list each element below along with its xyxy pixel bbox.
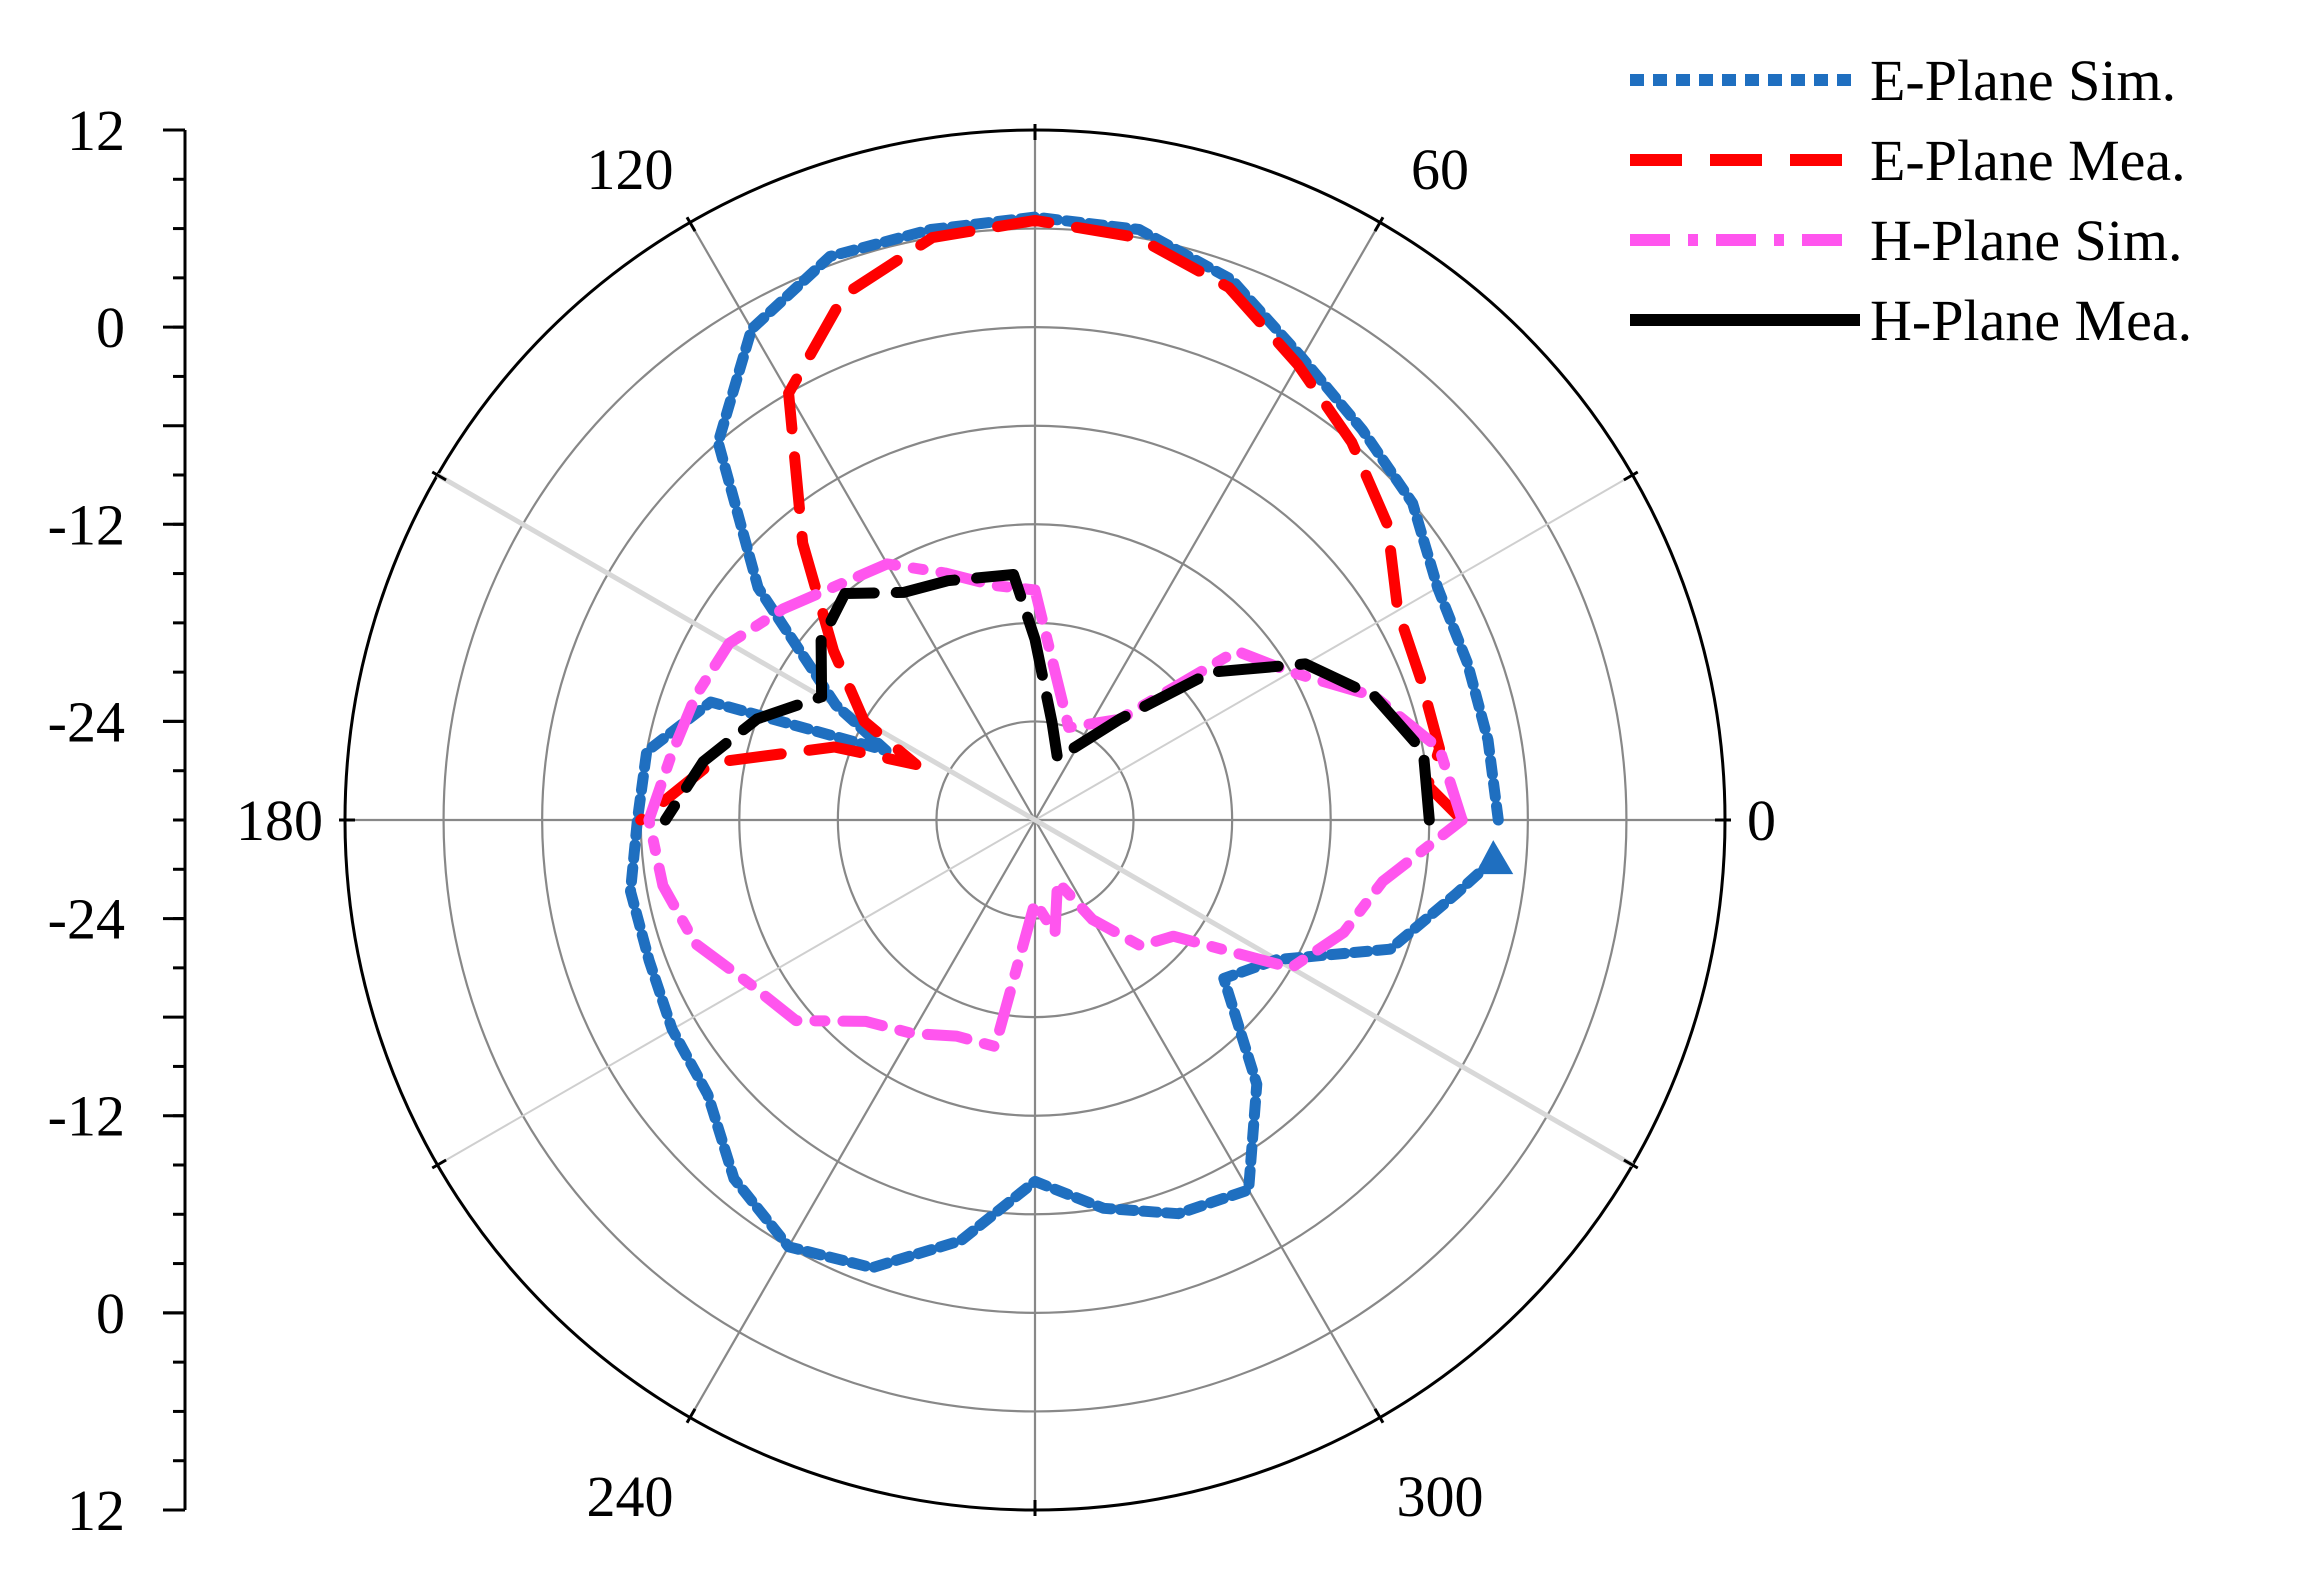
series-line-3 bbox=[643, 558, 1468, 1052]
spoke-120 bbox=[689, 221, 1036, 821]
radial-tick-label: -24 bbox=[48, 887, 125, 952]
series-lines bbox=[625, 211, 1514, 1274]
angle-label-60: 60 bbox=[1411, 137, 1469, 202]
legend-label-1: E-Plane Sim. bbox=[1870, 48, 2176, 113]
radial-tick-label: 12 bbox=[67, 1478, 125, 1543]
radial-tick-label: 0 bbox=[96, 1281, 125, 1346]
spoke-60 bbox=[1034, 221, 1381, 821]
highlight-diagonal bbox=[436, 472, 1634, 1168]
radial-tick-label: -12 bbox=[48, 492, 125, 557]
outer-tick bbox=[685, 216, 697, 232]
outer-tick bbox=[1373, 1408, 1385, 1424]
outer-tick bbox=[431, 1158, 447, 1170]
spoke-240 bbox=[689, 819, 1036, 1419]
legend-label-2: E-Plane Mea. bbox=[1870, 128, 2186, 193]
outer-tick bbox=[431, 470, 447, 482]
outer-tick bbox=[685, 1408, 697, 1424]
angle-label-180: 180 bbox=[236, 788, 323, 853]
angle-axis-labels: 0 60 120 180 240 300 bbox=[236, 137, 1776, 1529]
angle-label-0: 0 bbox=[1747, 788, 1776, 853]
spoke-210 bbox=[436, 819, 1036, 1166]
series-line-2 bbox=[635, 214, 1468, 826]
radial-axis: 12 0 -12 -24 -24 -12 0 12 bbox=[48, 98, 187, 1543]
polar-grid bbox=[339, 124, 1731, 1516]
outer-tick bbox=[1623, 1158, 1639, 1170]
radial-tick-label: -24 bbox=[48, 689, 125, 754]
angle-label-120: 120 bbox=[587, 137, 674, 202]
angle-label-240: 240 bbox=[587, 1464, 674, 1529]
legend-label-3: H-Plane Sim. bbox=[1870, 208, 2183, 273]
series-marker bbox=[1475, 840, 1514, 875]
radial-tick-label: 0 bbox=[96, 295, 125, 360]
outer-tick bbox=[1373, 216, 1385, 232]
series-line-4 bbox=[659, 569, 1435, 826]
radial-tick-label: -12 bbox=[48, 1084, 125, 1149]
legend-label-4: H-Plane Mea. bbox=[1870, 288, 2192, 353]
angle-label-300: 300 bbox=[1397, 1464, 1484, 1529]
spoke-30 bbox=[1034, 474, 1634, 821]
radial-tick-label: 12 bbox=[67, 98, 125, 163]
legend: E-Plane Sim. E-Plane Mea. H-Plane Sim. H-Pl… bbox=[1630, 48, 2192, 353]
series-line-1 bbox=[625, 211, 1504, 1274]
outer-tick bbox=[1623, 470, 1639, 482]
